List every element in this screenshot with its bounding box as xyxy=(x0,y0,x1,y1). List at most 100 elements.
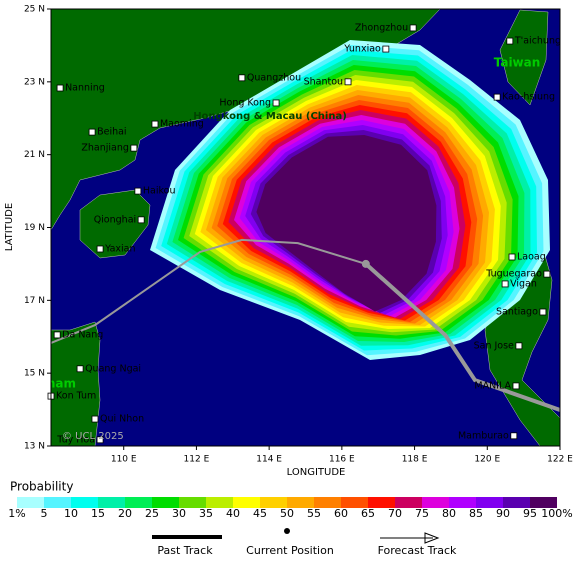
legend-swatch xyxy=(287,497,314,508)
place-marker xyxy=(91,415,99,423)
legend-tick-label: 100% xyxy=(541,507,572,520)
x-axis-label: LONGITUDE xyxy=(287,467,346,478)
key-label: Past Track xyxy=(157,544,213,557)
place-marker xyxy=(56,84,64,92)
key-label: Current Position xyxy=(246,544,334,557)
place-marker xyxy=(506,37,514,45)
legend-swatch xyxy=(179,497,206,508)
legend-tick-label: 60 xyxy=(334,507,348,520)
place-marker xyxy=(382,45,390,53)
place-label: Zhongzhou xyxy=(355,22,408,33)
legend-tick-label: 80 xyxy=(442,507,456,520)
place-marker xyxy=(344,78,352,86)
x-tick-label: 110 E xyxy=(111,455,137,465)
place-marker xyxy=(512,382,520,390)
legend-swatch xyxy=(125,497,152,508)
place-marker xyxy=(134,187,142,195)
legend-tick-label: 90 xyxy=(496,507,510,520)
legend-tick-label: 65 xyxy=(361,507,375,520)
y-tick-label: 19 N xyxy=(24,223,45,233)
legend-swatch xyxy=(368,497,395,508)
current-position xyxy=(361,259,370,268)
place-label: Yunxiao xyxy=(343,44,381,55)
place-marker xyxy=(96,436,104,444)
legend-tick-label: 55 xyxy=(307,507,321,520)
place-marker xyxy=(53,331,61,339)
place-label: Haikou xyxy=(143,186,176,197)
place-marker xyxy=(76,365,84,373)
legend-tick-label: 1% xyxy=(8,507,25,520)
legend-tick-label: 20 xyxy=(118,507,132,520)
forecast-track xyxy=(364,262,560,412)
place-label: Beihai xyxy=(97,127,126,138)
legend-swatch xyxy=(449,497,476,508)
legend-tick-label: 95 xyxy=(523,507,537,520)
x-tick-label: 118 E xyxy=(402,455,428,465)
legend-swatch xyxy=(314,497,341,508)
place-label: T'aichung xyxy=(514,36,561,47)
legend-swatch xyxy=(530,497,557,508)
place-label: Shantou xyxy=(304,76,343,87)
place-label: Qionghai xyxy=(94,214,136,225)
y-axis-label: LATITUDE xyxy=(4,203,15,251)
place-marker xyxy=(151,120,159,128)
place-label: San Jose xyxy=(474,340,514,351)
legend-tick-label: 15 xyxy=(91,507,105,520)
place-label: Tuguegarao xyxy=(485,269,542,280)
place-marker xyxy=(543,270,551,278)
legend-swatch xyxy=(71,497,98,508)
legend-tick-label: 75 xyxy=(415,507,429,520)
place-label: Quangzhou xyxy=(247,72,301,83)
copyright: © UCL 2025 xyxy=(62,431,124,442)
x-tick-label: 112 E xyxy=(184,455,210,465)
place-marker xyxy=(272,99,280,107)
legend-tick-label: 25 xyxy=(145,507,159,520)
x-tick-label: 114 E xyxy=(256,455,282,465)
swath-layer xyxy=(256,135,437,312)
current-position-key xyxy=(284,528,290,534)
place-marker xyxy=(493,93,501,101)
place-label: Maoming xyxy=(160,119,204,130)
arrow-head xyxy=(424,532,440,544)
probability-swath xyxy=(150,40,550,360)
place-label: Laoag xyxy=(517,251,546,262)
place-label: Hong Kong xyxy=(219,97,271,108)
place-label: Tuy Hoa xyxy=(56,434,95,445)
place-label: Vigan xyxy=(510,278,537,289)
place-marker xyxy=(409,24,417,32)
place-marker xyxy=(510,432,518,440)
place-label: Mamburao xyxy=(458,430,509,441)
legend-swatch xyxy=(152,497,179,508)
place-label: Zhanjiang xyxy=(81,143,129,154)
y-tick-label: 21 N xyxy=(24,150,45,160)
y-tick-label: 23 N xyxy=(24,77,45,87)
place-label: Da Nang xyxy=(62,329,103,340)
y-tick-label: 13 N xyxy=(24,442,45,452)
legend-tick-label: 5 xyxy=(41,507,48,520)
y-tick-label: 15 N xyxy=(24,369,45,379)
x-tick-label: 122 E xyxy=(547,455,573,465)
legend-swatch xyxy=(503,497,530,508)
place-label: Santiago xyxy=(496,306,538,317)
place-label: Nanning xyxy=(65,83,105,94)
place-marker xyxy=(539,308,547,316)
place-marker xyxy=(515,342,523,350)
place-marker xyxy=(130,144,138,152)
legend-swatch xyxy=(341,497,368,508)
key-label: Forecast Track xyxy=(378,544,457,557)
place-marker xyxy=(238,74,246,82)
legend-swatch xyxy=(17,497,44,508)
legend-swatch xyxy=(260,497,287,508)
place-marker xyxy=(501,280,509,288)
place-marker xyxy=(137,216,145,224)
place-label: MANILA xyxy=(474,380,511,391)
place-label: Kon Tum xyxy=(56,391,96,402)
place-marker xyxy=(88,128,96,136)
past-track xyxy=(51,238,367,344)
place-label: Kao-hsiung xyxy=(502,92,555,103)
legend-title: Probability xyxy=(10,480,73,494)
place-marker xyxy=(96,245,104,253)
x-tick-label: 116 E xyxy=(329,455,355,465)
legend-tick-label: 70 xyxy=(388,507,402,520)
legend-swatch xyxy=(395,497,422,508)
